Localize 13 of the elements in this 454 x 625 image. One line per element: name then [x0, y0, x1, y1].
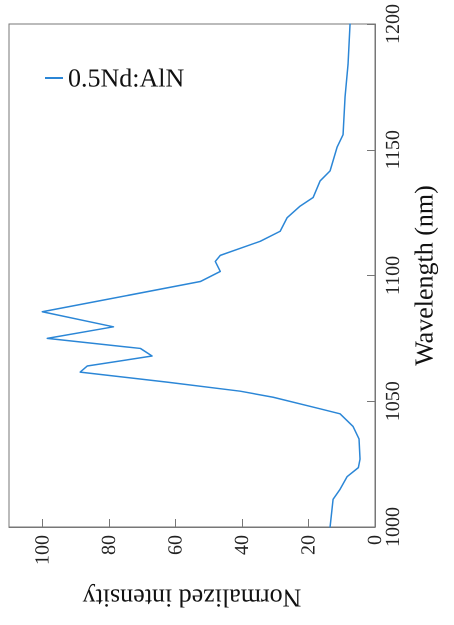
y-tick-label: 1200 [382, 4, 404, 44]
x-tick-label: 20 [297, 535, 320, 555]
y-tick-label: 1050 [382, 381, 404, 422]
y-tick-label: 1150 [382, 130, 404, 170]
y-tick-label: 1100 [382, 256, 404, 296]
line-series [42, 23, 361, 528]
x-tick-label: 100 [31, 535, 54, 565]
x-tick-label: 80 [98, 535, 120, 555]
y-axis-title: Wavelength (nm) [410, 185, 438, 366]
legend-label: 0.5Nd:AlN [68, 64, 184, 92]
x-tick-label: 60 [164, 535, 186, 555]
x-tick-label: 40 [230, 535, 253, 555]
x-axis-title: Normalized intensity [82, 584, 302, 612]
